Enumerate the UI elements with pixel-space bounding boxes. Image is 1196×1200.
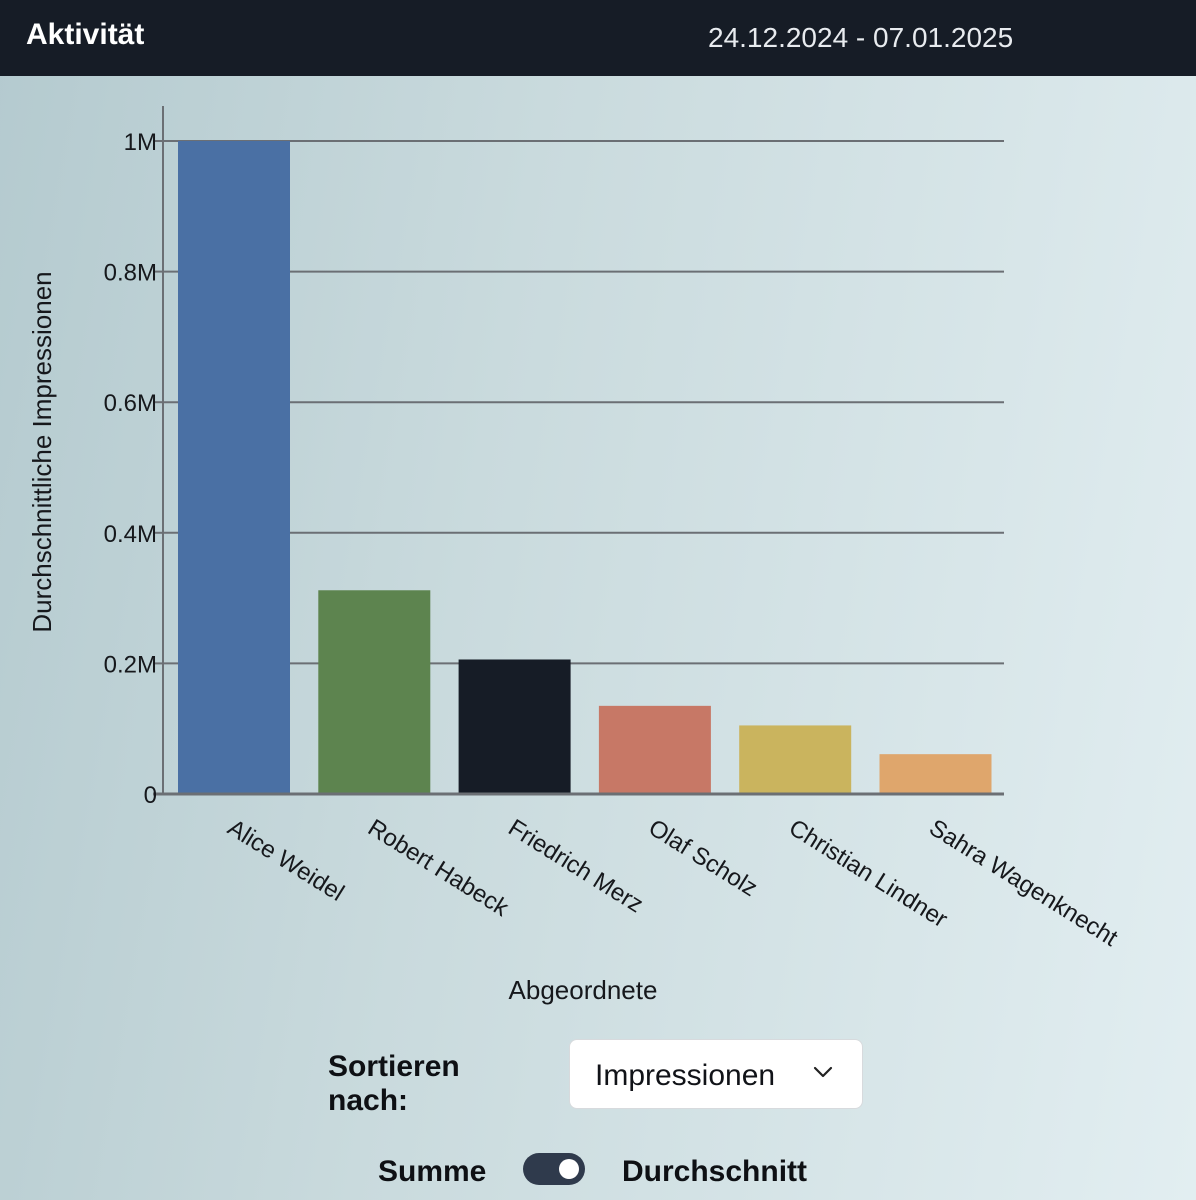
x-axis-title: Abgeordnete bbox=[509, 975, 658, 1005]
sort-select-value: Impressionen bbox=[595, 1059, 776, 1092]
gridlines bbox=[163, 140, 1004, 665]
x-category-label: Friedrich Merz bbox=[503, 814, 647, 918]
y-tick-label: 0.4M bbox=[104, 521, 157, 548]
bar bbox=[318, 590, 431, 794]
bar-chart: 0 0.2M 0.4M 0.6M 0.8M 1M Alice Weidel Robert H… bbox=[27, 106, 1123, 1005]
sum-average-toggle[interactable] bbox=[523, 1153, 585, 1185]
y-tick-label: 1M bbox=[124, 129, 157, 156]
bar bbox=[879, 754, 992, 794]
toggle-label-average[interactable]: Durchschnitt bbox=[622, 1155, 808, 1188]
y-tick-label: 0.8M bbox=[104, 260, 157, 287]
toggle-label-sum[interactable]: Summe bbox=[378, 1155, 487, 1188]
x-category-label: Sahra Wagenknecht bbox=[924, 814, 1122, 952]
y-tick-labels: 0 0.2M 0.4M 0.6M 0.8M 1M bbox=[104, 129, 157, 809]
page-title: Aktivität bbox=[26, 18, 145, 51]
y-tick-label: 0.2M bbox=[104, 651, 157, 678]
bar bbox=[178, 141, 290, 794]
sort-label: Sortieren nach: bbox=[328, 1050, 460, 1117]
y-axis-title: Durchschnittliche Impressionen bbox=[27, 271, 57, 632]
bar bbox=[458, 659, 571, 794]
axes bbox=[153, 106, 1004, 796]
top-bar: Aktivität 24.12.2024 - 07.01.2025 bbox=[0, 0, 1196, 76]
toggle-knob bbox=[559, 1159, 579, 1179]
x-category-label: Olaf Scholz bbox=[644, 814, 762, 902]
y-tick-label: 0 bbox=[144, 782, 157, 809]
bar bbox=[739, 725, 852, 794]
x-category-label: Alice Weidel bbox=[223, 814, 349, 907]
bar bbox=[598, 705, 711, 794]
chevron-down-icon bbox=[813, 1066, 833, 1078]
y-tick-label: 0.6M bbox=[104, 390, 157, 417]
sort-select[interactable]: Impressionen bbox=[569, 1039, 863, 1109]
date-range[interactable]: 24.12.2024 - 07.01.2025 bbox=[708, 22, 1014, 53]
x-category-label: Robert Habeck bbox=[363, 814, 514, 922]
bars bbox=[178, 141, 992, 794]
